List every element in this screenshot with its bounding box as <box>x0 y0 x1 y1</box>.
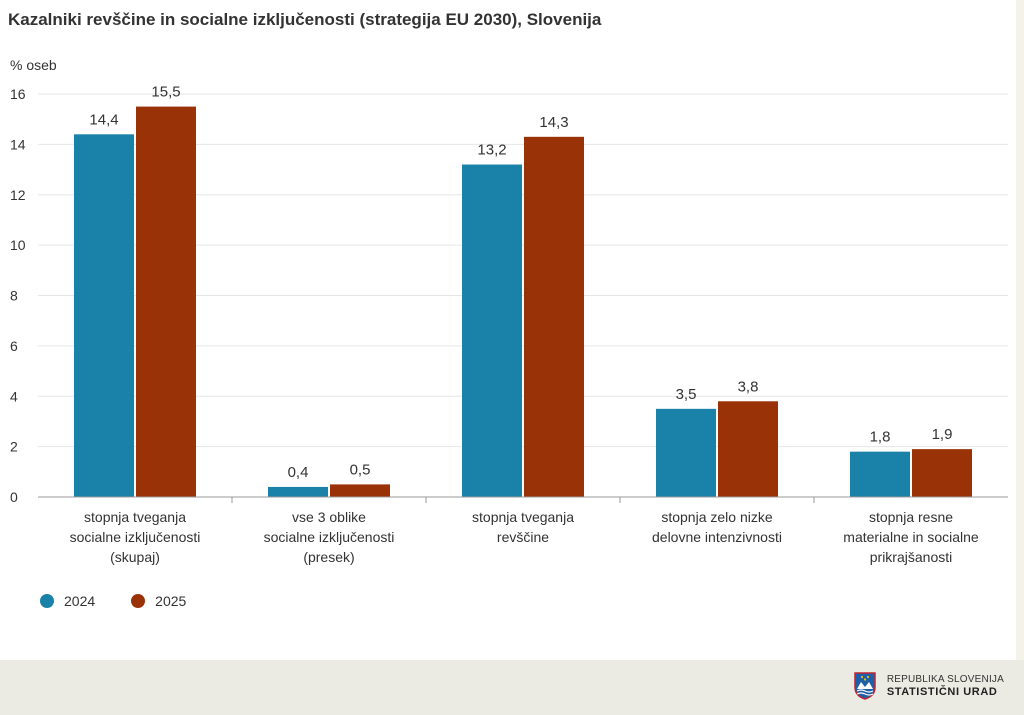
statistical-office-logo[interactable]: REPUBLIKA SLOVENIJA STATISTIČNI URAD <box>853 671 1004 701</box>
y-axis-unit-label: % oseb <box>10 57 57 73</box>
chart-title: Kazalniki revščine in socialne izključen… <box>8 10 602 29</box>
category-label: vse 3 oblike socialne izključenosti (prese… <box>264 509 395 565</box>
bar-2024 <box>462 164 522 497</box>
data-label-2024: 1,8 <box>870 429 891 446</box>
y-tick-label: 8 <box>10 288 18 304</box>
data-label-2024: 0,4 <box>288 464 309 481</box>
category-label-line: socialne izključenosti <box>70 529 201 545</box>
data-label-2024: 3,5 <box>676 386 697 403</box>
bar-2024 <box>656 408 716 497</box>
category-label: stopnja tveganja socialne izključenosti (s… <box>70 509 201 565</box>
category-label: stopnja zelo nizke delovne intenzivnosti <box>652 509 782 545</box>
legend-item-2024[interactable]: 2024 <box>40 593 95 609</box>
y-axis-ticks: 0 2 4 6 8 10 12 14 16 <box>10 86 26 505</box>
legend-label-2024: 2024 <box>64 593 96 609</box>
category-label-line: stopnja resne <box>869 509 953 525</box>
bar-2025 <box>330 484 390 497</box>
legend-swatch-2024 <box>40 594 54 608</box>
y-tick-label: 16 <box>10 86 26 102</box>
y-tick-label: 2 <box>10 439 18 455</box>
data-label-2025: 1,9 <box>932 426 953 443</box>
gridlines <box>38 93 1008 448</box>
x-axis <box>38 496 1008 503</box>
category-label-line: delovne intenzivnosti <box>652 529 782 545</box>
bars <box>74 106 972 498</box>
category-label-line: stopnja tveganja <box>472 509 574 525</box>
category-label: stopnja tveganja revščine <box>472 509 574 545</box>
logo-line-1: REPUBLIKA SLOVENIJA <box>886 674 1004 685</box>
category-label-line: socialne izključenosti <box>264 529 395 545</box>
data-label-2025: 3,8 <box>738 378 759 395</box>
y-tick-label: 10 <box>10 237 26 253</box>
data-label-2024: 13,2 <box>477 142 506 159</box>
category-label-line: materialne in socialne <box>843 529 979 545</box>
y-tick-label: 4 <box>10 388 18 404</box>
data-label-2025: 0,5 <box>350 461 371 478</box>
category-label-line: revščine <box>497 529 549 545</box>
bar-2024 <box>268 486 328 497</box>
category-label-line: stopnja tveganja <box>84 509 186 525</box>
bar-2025 <box>912 449 972 497</box>
category-label-line: (skupaj) <box>110 549 160 565</box>
category-label: stopnja resne materialne in socialne prikr… <box>843 509 979 565</box>
legend: 2024 2025 <box>40 593 186 609</box>
y-tick-label: 12 <box>10 187 26 203</box>
data-label-2025: 15,5 <box>151 84 180 101</box>
category-label-line: prikrajšanosti <box>870 549 952 565</box>
bar-2025 <box>718 401 778 497</box>
y-tick-label: 14 <box>10 136 26 152</box>
category-labels: stopnja tveganja socialne izključenosti (s… <box>70 509 979 565</box>
bar-2024 <box>74 134 134 498</box>
bar-2024 <box>850 451 910 497</box>
bar-2025 <box>136 106 196 497</box>
legend-label-2025: 2025 <box>155 593 187 609</box>
data-labels: 14,4 15,5 0,4 0,5 13,2 14,3 3,5 3,8 1,8 1,9 <box>89 84 952 481</box>
data-label-2024: 14,4 <box>89 111 118 128</box>
category-label-line: stopnja zelo nizke <box>661 509 773 525</box>
y-tick-label: 6 <box>10 338 18 354</box>
footer-bar <box>0 660 1024 715</box>
slovenia-coat-of-arms-icon <box>854 672 876 700</box>
category-label-line: vse 3 oblike <box>292 509 366 525</box>
logo-line-2: STATISTIČNI URAD <box>886 686 998 698</box>
bar-2025 <box>524 136 584 497</box>
bar-chart: 0 2 4 6 8 10 12 14 16 14,4 15,5 0,4 0,5 13,2 14,3 3,5 3… <box>10 84 1008 565</box>
category-label-line: (presek) <box>303 549 354 565</box>
data-label-2025: 14,3 <box>539 114 568 131</box>
legend-swatch-2025 <box>131 594 146 608</box>
y-tick-label: 0 <box>10 489 18 505</box>
legend-item-2025[interactable]: 2025 <box>131 593 186 609</box>
